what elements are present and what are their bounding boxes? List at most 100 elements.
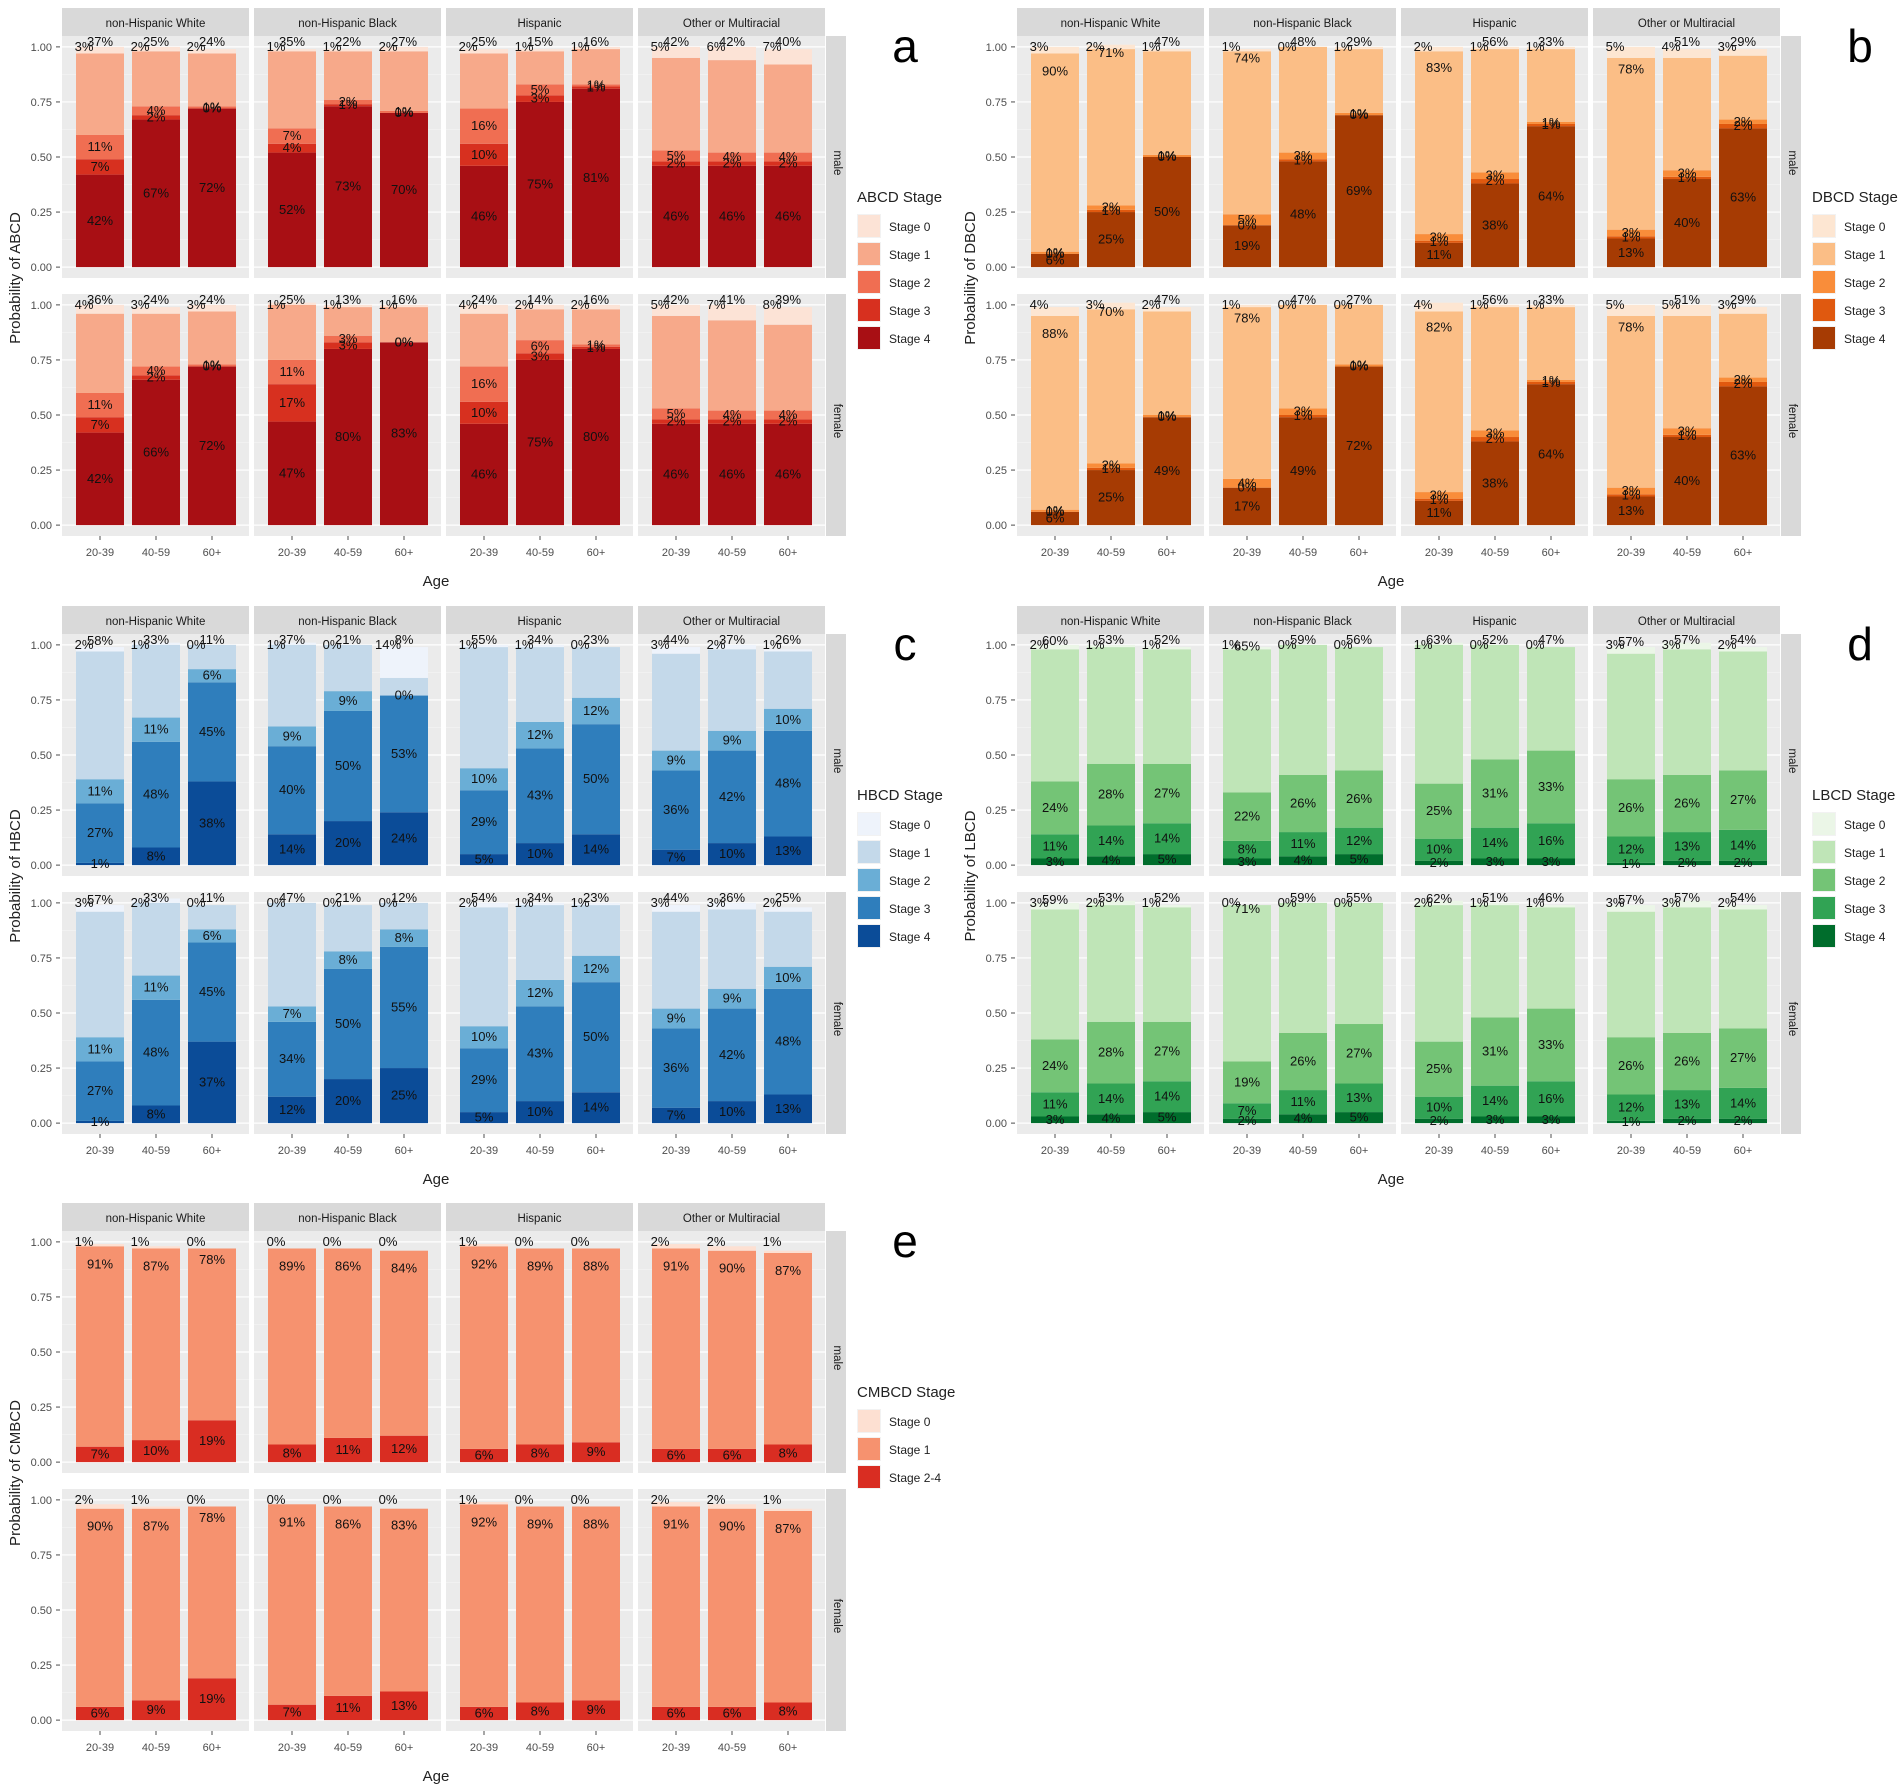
data-label: 1% bbox=[515, 895, 534, 910]
data-label: 65% bbox=[1234, 638, 1260, 653]
bar-segment bbox=[1087, 763, 1135, 826]
data-label: 3% bbox=[1622, 225, 1641, 240]
data-label: 14% bbox=[1730, 1095, 1756, 1110]
data-label: 4% bbox=[283, 140, 302, 155]
bar-segment bbox=[572, 344, 620, 347]
bar-segment bbox=[652, 849, 700, 866]
x-tick-label: 20-39 bbox=[1617, 547, 1645, 559]
data-label: 8% bbox=[395, 632, 414, 647]
facet-strip-label: non-Hispanic Black bbox=[298, 616, 397, 628]
bar-segment bbox=[132, 313, 180, 367]
bar-segment bbox=[1607, 1037, 1655, 1095]
legend-swatch bbox=[1813, 327, 1835, 349]
data-label: 14% bbox=[1098, 833, 1124, 848]
bar-segment bbox=[268, 143, 316, 153]
data-label: 56% bbox=[1346, 632, 1372, 647]
data-label: 1% bbox=[1350, 357, 1369, 372]
data-label: 1% bbox=[323, 297, 342, 312]
data-label: 37% bbox=[87, 34, 113, 49]
data-label: 73% bbox=[335, 179, 361, 194]
bar-segment bbox=[652, 1008, 700, 1029]
bar-segment bbox=[1031, 858, 1079, 866]
bar-segment bbox=[132, 1248, 180, 1441]
facet-strip-label: Other or Multiracial bbox=[1638, 18, 1735, 30]
data-label: 27% bbox=[391, 34, 417, 49]
legend-swatch bbox=[1813, 299, 1835, 321]
sex-strip bbox=[826, 1231, 846, 1473]
bar-segment bbox=[132, 1105, 180, 1124]
data-label: 3% bbox=[1086, 297, 1105, 312]
data-label: 57% bbox=[87, 892, 113, 907]
data-label: 70% bbox=[1098, 304, 1124, 319]
data-label: 11% bbox=[1042, 838, 1067, 853]
bar-segment bbox=[1471, 1017, 1519, 1086]
y-tick-label: 0.75 bbox=[31, 695, 52, 707]
data-label: 27% bbox=[1730, 1050, 1756, 1065]
data-label: 0% bbox=[1046, 504, 1065, 519]
bar-segment bbox=[1663, 170, 1711, 177]
data-label: 2% bbox=[571, 297, 590, 312]
x-tick-label: 60+ bbox=[587, 1145, 606, 1157]
data-label: 55% bbox=[471, 632, 497, 647]
x-tick-label: 40-59 bbox=[526, 1145, 554, 1157]
data-label: 0% bbox=[267, 1492, 286, 1507]
data-label: 0% bbox=[1278, 39, 1297, 54]
bar-segment bbox=[1415, 1118, 1463, 1124]
bar-segment bbox=[1087, 209, 1135, 213]
data-label: 0% bbox=[267, 895, 286, 910]
bar-segment bbox=[1143, 854, 1191, 866]
bar-segment bbox=[460, 313, 508, 367]
data-label: 90% bbox=[1042, 64, 1068, 79]
bar-segment bbox=[76, 304, 124, 314]
legend: HBCD Stage Stage 0 Stage 1 Stage 2 Stage 3 St… bbox=[857, 787, 943, 948]
data-label: 2% bbox=[779, 414, 798, 429]
bar-segment bbox=[460, 854, 508, 866]
bar-segment bbox=[708, 843, 756, 866]
bar-segment bbox=[1663, 176, 1711, 180]
bar-segment bbox=[1279, 644, 1327, 775]
data-label: 23% bbox=[583, 632, 609, 647]
data-label: 31% bbox=[1482, 786, 1508, 801]
data-label: 0% bbox=[1278, 895, 1297, 910]
y-tick-label: 0.50 bbox=[31, 410, 52, 422]
data-label: 1% bbox=[1142, 637, 1161, 652]
data-label: 25% bbox=[391, 1088, 417, 1103]
legend-swatch bbox=[1813, 215, 1835, 237]
bar-segment bbox=[1471, 179, 1519, 184]
bar-segment bbox=[380, 677, 428, 696]
bar-segment bbox=[1719, 909, 1767, 1029]
bar-segment bbox=[1031, 1092, 1079, 1117]
bar-segment bbox=[1335, 112, 1383, 116]
data-label: 4% bbox=[1102, 853, 1121, 868]
data-label: 1% bbox=[267, 39, 286, 54]
data-label: 13% bbox=[391, 1698, 417, 1713]
bar-segment bbox=[1471, 304, 1519, 308]
data-label: 5% bbox=[1238, 212, 1257, 227]
x-tick-label: 40-59 bbox=[334, 547, 362, 559]
bar-segment bbox=[516, 309, 564, 341]
y-tick-label: 0.75 bbox=[31, 1550, 52, 1562]
data-label: 0% bbox=[1334, 297, 1353, 312]
sex-strip bbox=[826, 634, 846, 876]
data-label: 8% bbox=[283, 1445, 302, 1460]
data-label: 16% bbox=[471, 376, 497, 391]
data-label: 51% bbox=[1674, 292, 1700, 307]
legend-swatch bbox=[858, 1466, 880, 1488]
bar-segment bbox=[132, 1506, 180, 1509]
bar-segment bbox=[380, 1068, 428, 1124]
bar-segment bbox=[1031, 315, 1079, 510]
data-label: 14% bbox=[1730, 837, 1756, 852]
data-label: 2% bbox=[779, 156, 798, 171]
bar-segment bbox=[1223, 840, 1271, 859]
data-label: 0% bbox=[1334, 895, 1353, 910]
data-label: 1% bbox=[1622, 856, 1641, 871]
data-label: 1% bbox=[203, 99, 222, 114]
bar-segment bbox=[1087, 470, 1135, 526]
legend-swatch bbox=[1813, 841, 1835, 863]
data-label: 48% bbox=[1290, 34, 1316, 49]
data-label: 17% bbox=[279, 395, 305, 410]
bar-segment bbox=[1223, 647, 1271, 650]
bar-segment bbox=[1335, 46, 1383, 50]
legend-swatch bbox=[858, 897, 880, 919]
bar-segment bbox=[324, 49, 372, 52]
